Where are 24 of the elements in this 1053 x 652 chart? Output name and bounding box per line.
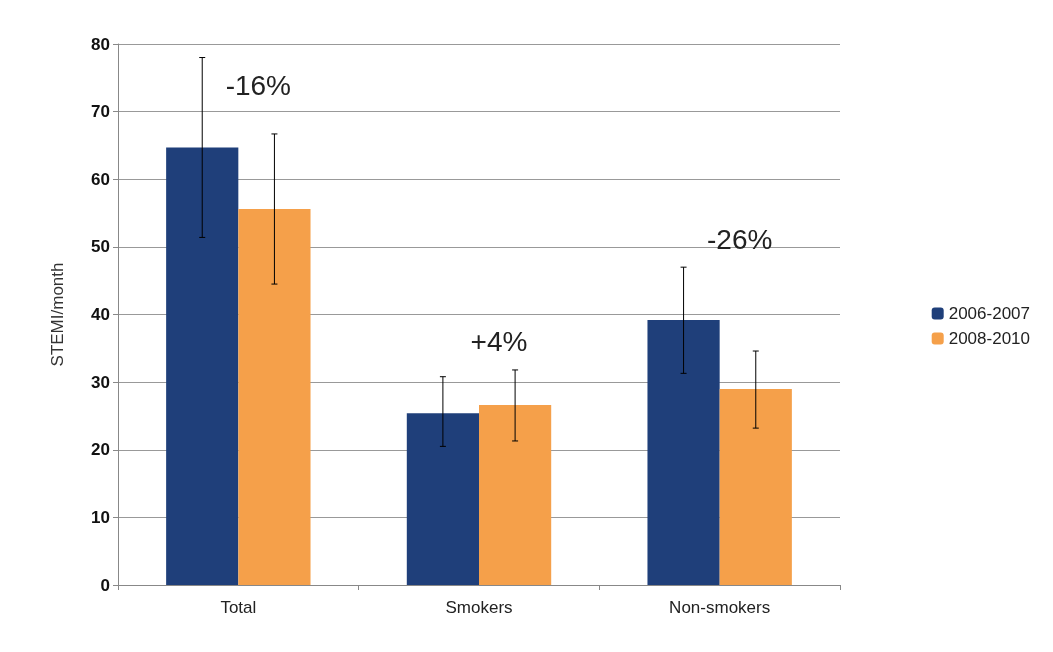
annotation: +4%: [470, 326, 528, 358]
bar: [479, 405, 552, 585]
x-tick-label: Non-smokers: [669, 598, 771, 617]
y-tick-label: 10: [91, 507, 110, 527]
y-tick-label: 30: [91, 372, 110, 392]
bar: [238, 209, 311, 585]
bar: [647, 319, 720, 585]
bar: [406, 413, 479, 585]
annotation: -16%: [225, 70, 292, 102]
bar: [719, 388, 792, 585]
annotation: -26%: [706, 223, 773, 255]
y-axis-title: STEMI/month: [48, 262, 67, 367]
y-tick-label: 20: [91, 440, 110, 460]
y-tick-label: 40: [91, 305, 110, 324]
y-tick-label: 50: [91, 237, 110, 257]
y-tick-label: 80: [91, 34, 110, 54]
y-tick-label: 70: [91, 102, 110, 122]
x-tick-label: Smokers: [445, 598, 513, 617]
x-tick-label: Total: [220, 598, 257, 617]
bar: [166, 147, 239, 585]
legend-label: 2006-2007: [948, 304, 1031, 323]
y-tick-label: 0: [100, 575, 110, 595]
y-tick-label: 60: [91, 169, 110, 189]
legend-label: 2008-2010: [948, 329, 1031, 348]
